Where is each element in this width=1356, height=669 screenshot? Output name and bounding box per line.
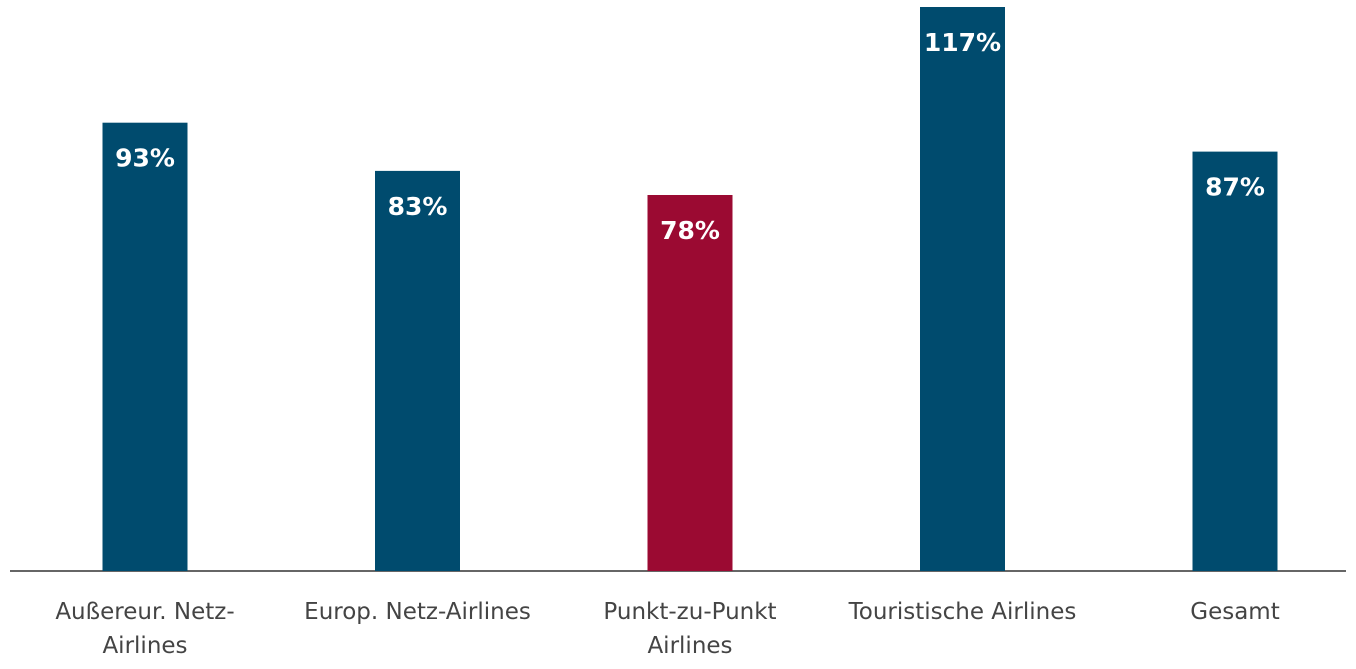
bar — [920, 7, 1005, 571]
bar — [102, 122, 188, 571]
bar — [1192, 151, 1278, 571]
x-tick-label: Touristische Airlines — [848, 599, 1077, 625]
bar — [375, 170, 460, 571]
value-label: 117% — [924, 28, 1001, 57]
value-label: 93% — [115, 144, 175, 173]
x-tick-label: Europ. Netz-Airlines — [304, 599, 531, 625]
value-label: 78% — [660, 216, 720, 245]
x-tick-label: Gesamt — [1190, 599, 1280, 625]
x-tick-label: Außereur. Netz-Airlines — [55, 599, 235, 659]
bar — [647, 195, 733, 571]
value-label: 87% — [1205, 173, 1265, 202]
x-tick-label: Punkt-zu-Punkt Airlines — [603, 599, 777, 659]
value-label: 83% — [388, 192, 448, 221]
